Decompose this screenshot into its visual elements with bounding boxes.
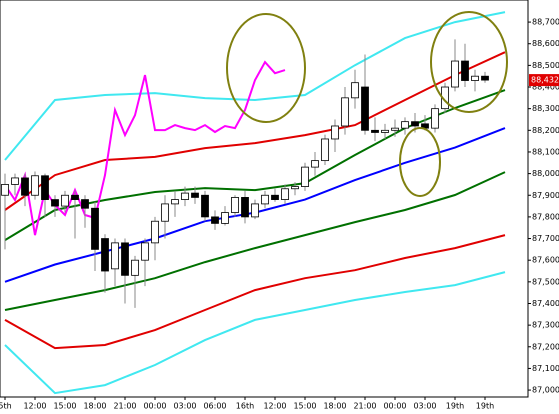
y-tick-label: 88,600 (532, 39, 559, 48)
candle-body (481, 75, 489, 81)
indicator-line (4, 51, 506, 211)
candle-body (401, 121, 409, 129)
y-tick-label: 88,000 (532, 169, 559, 178)
candle-body (431, 108, 439, 129)
y-tick-label: 88,400 (532, 83, 559, 92)
annotation-ellipse (430, 11, 508, 113)
x-tick-label: 18:00 (83, 402, 106, 411)
x-tick-label: 5th (0, 402, 12, 411)
x-tick-label: 03:00 (173, 402, 196, 411)
x-tick-label: 16th (236, 402, 254, 411)
candle-body (271, 194, 279, 200)
candle-body (241, 197, 249, 218)
x-tick-label: 15:00 (293, 402, 316, 411)
candle-body (371, 129, 379, 133)
candle-body (391, 127, 399, 131)
candle-body (111, 242, 119, 270)
candle-body (251, 203, 259, 218)
indicator-line (4, 171, 506, 311)
candle-body (471, 75, 479, 81)
candle-body (61, 194, 69, 207)
candle-body (361, 86, 369, 131)
candle-body (201, 194, 209, 218)
x-tick-label: 12:00 (263, 402, 286, 411)
x-tick-label: 21:00 (113, 402, 136, 411)
candle-body (461, 60, 469, 81)
annotation-ellipse (399, 127, 441, 197)
candle-body (101, 238, 109, 272)
y-tick-label: 88,300 (532, 104, 559, 113)
candle-body (341, 97, 349, 127)
y-tick-label: 87,900 (532, 191, 559, 200)
x-tick-label: 19th (476, 402, 494, 411)
candle-body (121, 242, 129, 276)
candle-body (161, 203, 169, 222)
candle-body (301, 166, 309, 187)
candle-body (261, 194, 269, 205)
y-tick-label: 88,200 (532, 126, 559, 135)
candle-body (231, 197, 239, 213)
candle-body (81, 199, 89, 209)
y-tick-label: 88,500 (532, 61, 559, 70)
y-tick-label: 88,700 (532, 18, 559, 27)
x-tick-label: 15:00 (53, 402, 76, 411)
candle-body (141, 242, 149, 261)
candle-body (291, 186, 299, 190)
y-tick-label: 87,800 (532, 212, 559, 221)
indicator-line (4, 271, 506, 395)
annotations (226, 11, 508, 197)
candle-body (31, 175, 39, 196)
indicator-line (4, 11, 506, 161)
candle-body (11, 177, 19, 185)
candle-body (181, 192, 189, 200)
candle-body (311, 160, 319, 168)
y-tick-label: 87,500 (532, 277, 559, 286)
candle-body (381, 129, 389, 133)
x-tick-label: 18:00 (323, 402, 346, 411)
y-tick-label: 87,700 (532, 234, 559, 243)
y-tick-label: 87,400 (532, 299, 559, 308)
indicator-line (4, 234, 506, 350)
y-tick-label: 87,600 (532, 256, 559, 265)
candle-body (451, 60, 459, 88)
candle-body (71, 194, 79, 200)
y-tick-label: 87,000 (532, 386, 559, 395)
candle-body (1, 184, 9, 196)
last-price-box (529, 74, 559, 87)
x-tick-label: 00:00 (383, 402, 406, 411)
annotation-ellipse (226, 13, 306, 123)
candle-body (131, 259, 139, 276)
candle-body (151, 220, 159, 244)
candle-body (211, 216, 219, 224)
candle-body (171, 199, 179, 205)
x-tick-label: 12:00 (23, 402, 46, 411)
candle-body (41, 175, 49, 200)
x-tick-label: 21:00 (353, 402, 376, 411)
last-price-label: 88,432 (531, 76, 559, 85)
candle-body (331, 125, 339, 140)
y-tick-label: 88,100 (532, 147, 559, 156)
candle-body (411, 121, 419, 127)
x-tick-label: 03:00 (413, 402, 436, 411)
candle-body (21, 177, 29, 196)
y-tick-label: 87,300 (532, 321, 559, 330)
x-tick-label: 06:00 (203, 402, 226, 411)
y-tick-label: 87,200 (532, 342, 559, 351)
candle-body (351, 82, 359, 99)
candle-body (321, 138, 329, 162)
candle-body (221, 212, 229, 224)
candle-body (51, 199, 59, 207)
candle-body (91, 207, 99, 250)
candle-body (281, 188, 289, 200)
x-tick-label: 19th (446, 402, 464, 411)
y-tick-label: 87,100 (532, 364, 559, 373)
x-tick-label: 00:00 (143, 402, 166, 411)
candle-body (191, 192, 199, 198)
